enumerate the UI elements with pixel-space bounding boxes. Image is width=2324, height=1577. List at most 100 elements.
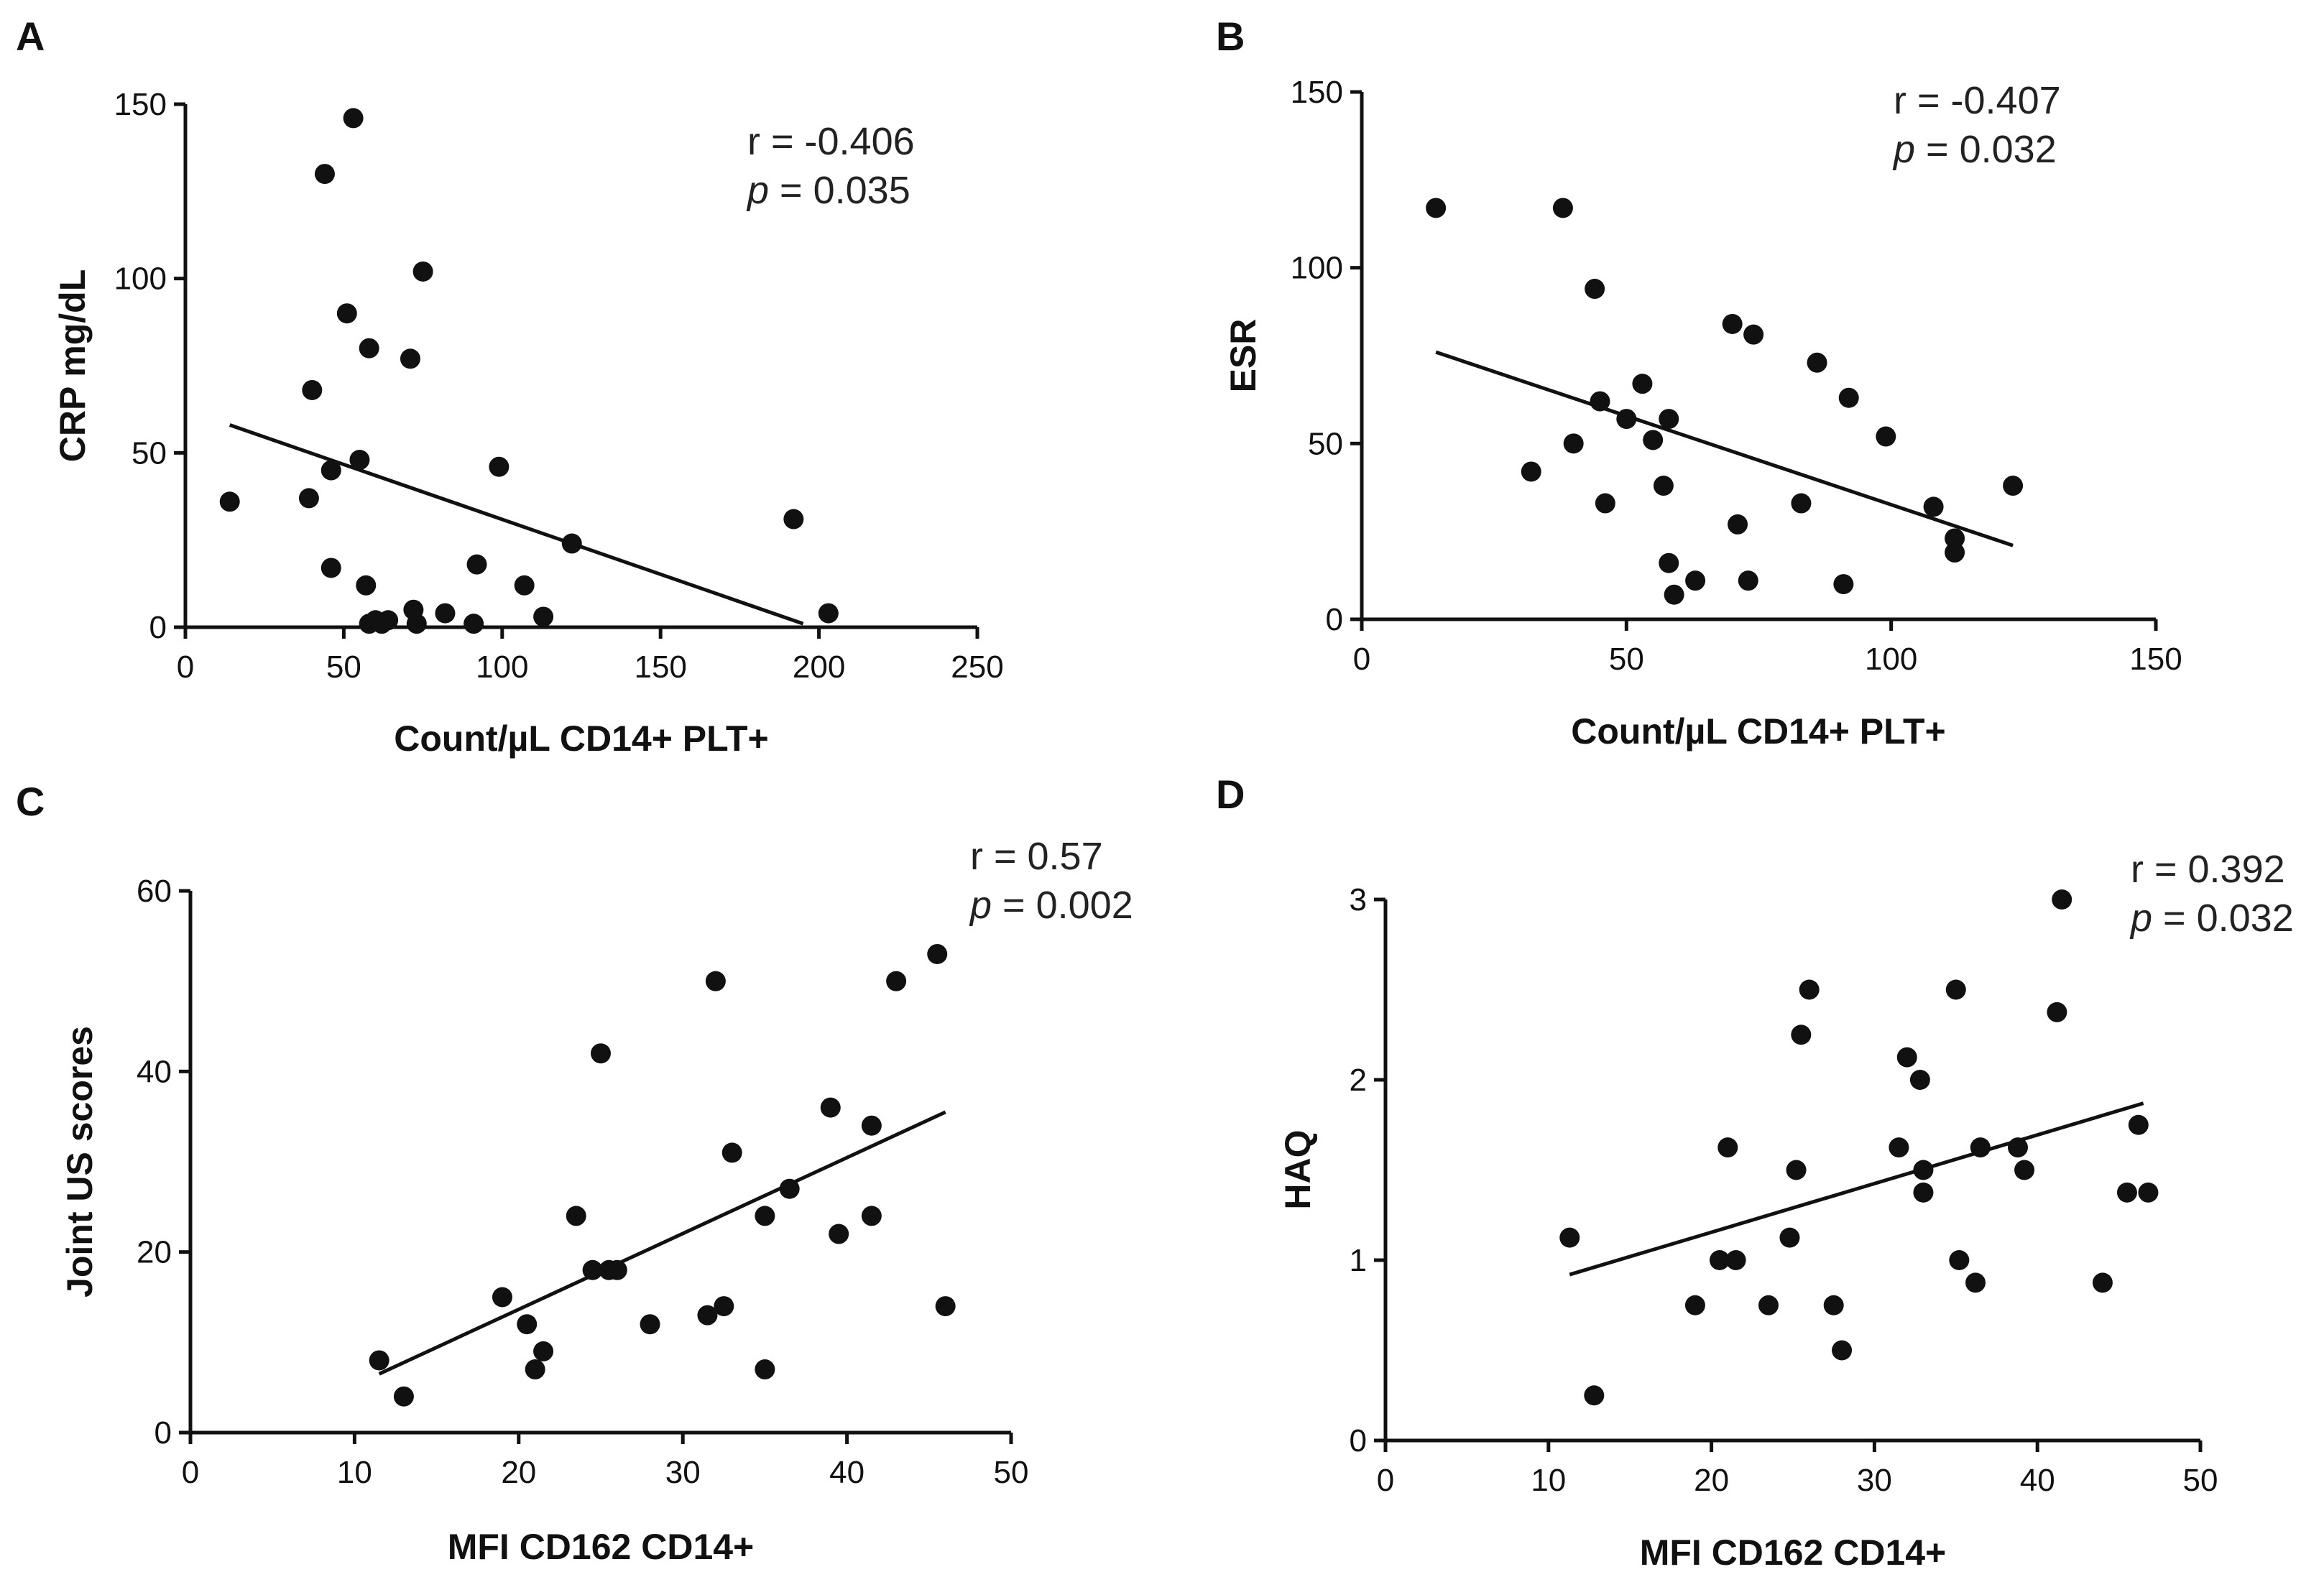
- x-axis-label: MFI CD162 CD14+: [448, 1527, 755, 1567]
- x-axis-label: Count/µL CD14+ PLT+: [394, 718, 768, 759]
- x-tick-label: 50: [1609, 642, 1644, 677]
- data-point: [517, 1314, 538, 1335]
- data-point: [640, 1314, 660, 1335]
- r-value-text: r = -0.406: [747, 120, 915, 163]
- y-axis-label: Joint US scores: [60, 1026, 100, 1298]
- data-point: [1590, 391, 1610, 412]
- data-point: [1559, 1227, 1580, 1248]
- data-point: [582, 1259, 603, 1280]
- x-tick-label: 0: [1353, 642, 1370, 677]
- data-point: [489, 456, 509, 477]
- data-point: [1823, 1295, 1844, 1315]
- regression-line: [1435, 350, 2014, 547]
- data-point: [1584, 1385, 1605, 1406]
- data-point: [1659, 552, 1679, 573]
- data-point: [1923, 496, 1944, 517]
- r-value-text: r = -0.407: [1894, 79, 2061, 122]
- data-point: [1722, 313, 1743, 334]
- data-point: [2138, 1182, 2159, 1203]
- x-tick-label: 100: [1865, 642, 1917, 677]
- data-point: [356, 575, 377, 596]
- data-point: [378, 610, 399, 631]
- panel-letter: C: [16, 779, 45, 824]
- data-point: [2007, 1137, 2028, 1158]
- data-point: [1791, 493, 1812, 514]
- data-point: [783, 509, 804, 529]
- data-point: [1833, 574, 1854, 595]
- regression-line: [1569, 1101, 2144, 1277]
- p-value: = 0.035: [769, 169, 910, 212]
- x-tick-label: 10: [337, 1455, 372, 1490]
- data-point: [533, 606, 554, 627]
- x-tick-label: 10: [1531, 1463, 1566, 1498]
- panel-c: C 0 10 20 30 40 50 0 20 40 60 MFI CD162 CD14+ Joint …: [16, 779, 1133, 1567]
- data-point: [349, 450, 370, 471]
- data-point: [1563, 433, 1584, 454]
- y-tick-label: 50: [1308, 426, 1343, 461]
- data-point: [1595, 493, 1615, 514]
- data-point: [1799, 979, 1820, 1000]
- panel-letter: A: [16, 14, 45, 59]
- p-value-text: p = 0.035: [746, 169, 910, 212]
- data-point: [714, 1296, 734, 1317]
- p-symbol: p: [746, 169, 769, 212]
- data-point: [1426, 198, 1447, 218]
- data-point: [1743, 324, 1764, 345]
- x-tick-label: 40: [2020, 1463, 2055, 1498]
- y-axis-label: CRP mg/dL: [52, 269, 93, 463]
- x-tick-label: 0: [177, 649, 194, 685]
- data-point: [1521, 461, 1541, 482]
- data-point: [1949, 1250, 1970, 1270]
- y-tick-label: 50: [132, 435, 167, 471]
- data-point: [2092, 1272, 2113, 1293]
- x-axis-label: MFI CD162 CD14+: [1640, 1532, 1947, 1573]
- data-point: [1779, 1227, 1800, 1248]
- data-point: [779, 1178, 800, 1199]
- p-value-text: p = 0.032: [2129, 897, 2294, 940]
- data-point: [1945, 542, 1965, 563]
- x-tick-label: 30: [665, 1455, 701, 1490]
- y-tick-label: 0: [149, 610, 167, 645]
- data-point: [1965, 1272, 1986, 1293]
- data-point: [1653, 476, 1674, 496]
- y-tick-label: 20: [137, 1235, 172, 1270]
- data-point: [393, 1386, 414, 1407]
- data-point: [1552, 198, 1573, 218]
- data-point: [464, 614, 484, 634]
- regression-line: [378, 1110, 946, 1376]
- data-point: [1832, 1340, 1853, 1361]
- data-point: [321, 558, 341, 578]
- y-tick-label: 150: [114, 87, 167, 122]
- data-point: [2047, 1002, 2067, 1022]
- data-point: [1945, 979, 1966, 1000]
- data-point: [705, 971, 726, 991]
- data-point: [1889, 1137, 1909, 1158]
- data-point: [466, 554, 487, 575]
- data-point: [591, 1043, 611, 1064]
- data-point: [861, 1115, 882, 1136]
- data-point: [1758, 1295, 1779, 1315]
- data-point: [343, 108, 364, 129]
- y-axis-label: ESR: [1223, 319, 1263, 393]
- panel-letter: B: [1216, 14, 1245, 59]
- p-value: = 0.002: [992, 884, 1133, 927]
- data-point: [818, 603, 839, 624]
- y-tick-label: 0: [1326, 602, 1343, 637]
- data-point: [1684, 1295, 1705, 1315]
- data-point: [1913, 1160, 1934, 1180]
- data-point: [435, 603, 456, 624]
- data-point: [1791, 1025, 1812, 1045]
- data-point: [2116, 1182, 2137, 1203]
- p-value: = 0.032: [1915, 128, 2057, 171]
- data-point: [1896, 1047, 1917, 1068]
- data-point: [607, 1259, 627, 1280]
- data-point: [1717, 1137, 1738, 1158]
- data-point: [336, 303, 357, 324]
- data-point: [1913, 1182, 1934, 1203]
- data-point: [886, 971, 907, 991]
- panel-b: B 0 50 100 150 0 50 100 150 Count/µL CD14+ PLT+ ES…: [1216, 14, 2182, 751]
- x-tick-label: 100: [476, 649, 528, 685]
- y-tick-label: 60: [137, 874, 172, 909]
- y-tick-label: 0: [155, 1415, 172, 1451]
- data-point: [2003, 476, 2024, 496]
